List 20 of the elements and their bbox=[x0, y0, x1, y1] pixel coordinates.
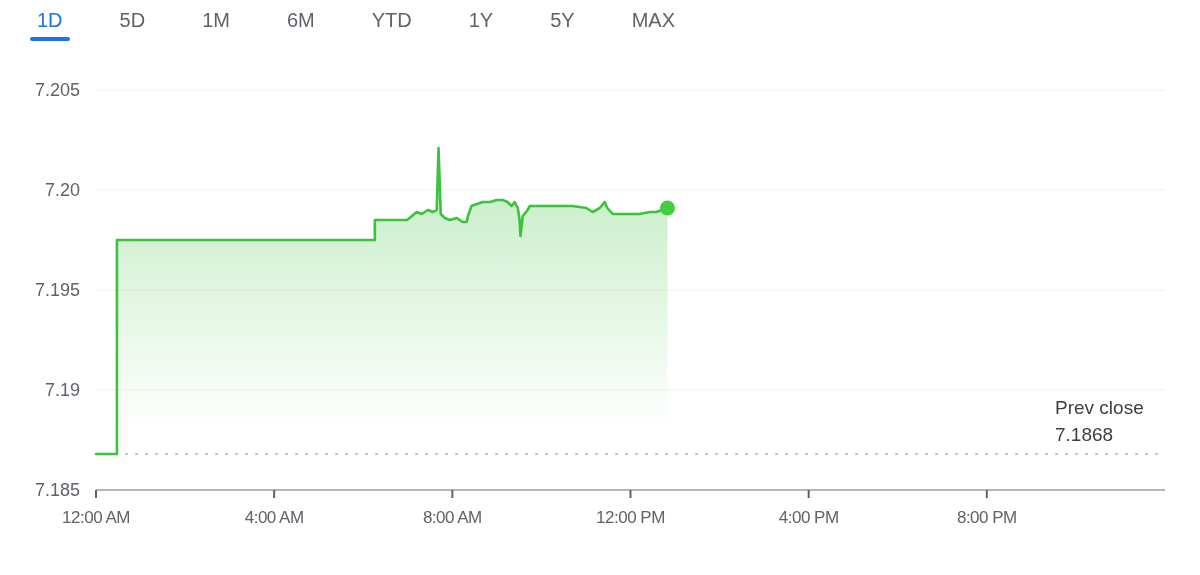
x-tick-label: 4:00 PM bbox=[778, 508, 839, 527]
text: 1M bbox=[202, 9, 230, 31]
x-tick-label: 12:00 PM bbox=[596, 508, 665, 527]
y-tick-label: 7.20 bbox=[44, 180, 80, 201]
x-tick-label: 4:00 AM bbox=[244, 508, 304, 527]
y-tick-label: 7.195 bbox=[34, 280, 80, 301]
text: 6M bbox=[286, 9, 315, 31]
y-tick-label: 7.185 bbox=[34, 480, 80, 501]
text: 5Y bbox=[550, 9, 575, 31]
text: 5D bbox=[119, 9, 146, 31]
ref-line-label: Prev close 7.1868 bbox=[1055, 397, 1144, 445]
text: YTD bbox=[371, 9, 412, 31]
y-tick-label: 7.205 bbox=[34, 80, 80, 101]
text: 1Y bbox=[468, 9, 494, 31]
y-tick-label: 7.19 bbox=[44, 380, 80, 401]
x-tick-label: 8:00 PM bbox=[956, 508, 1017, 527]
text: MAX bbox=[631, 9, 676, 31]
text: 1D bbox=[37, 9, 63, 31]
x-tick-label: 12:00 AM bbox=[62, 508, 130, 527]
x-tick-label: 8:00 AM bbox=[422, 508, 482, 527]
